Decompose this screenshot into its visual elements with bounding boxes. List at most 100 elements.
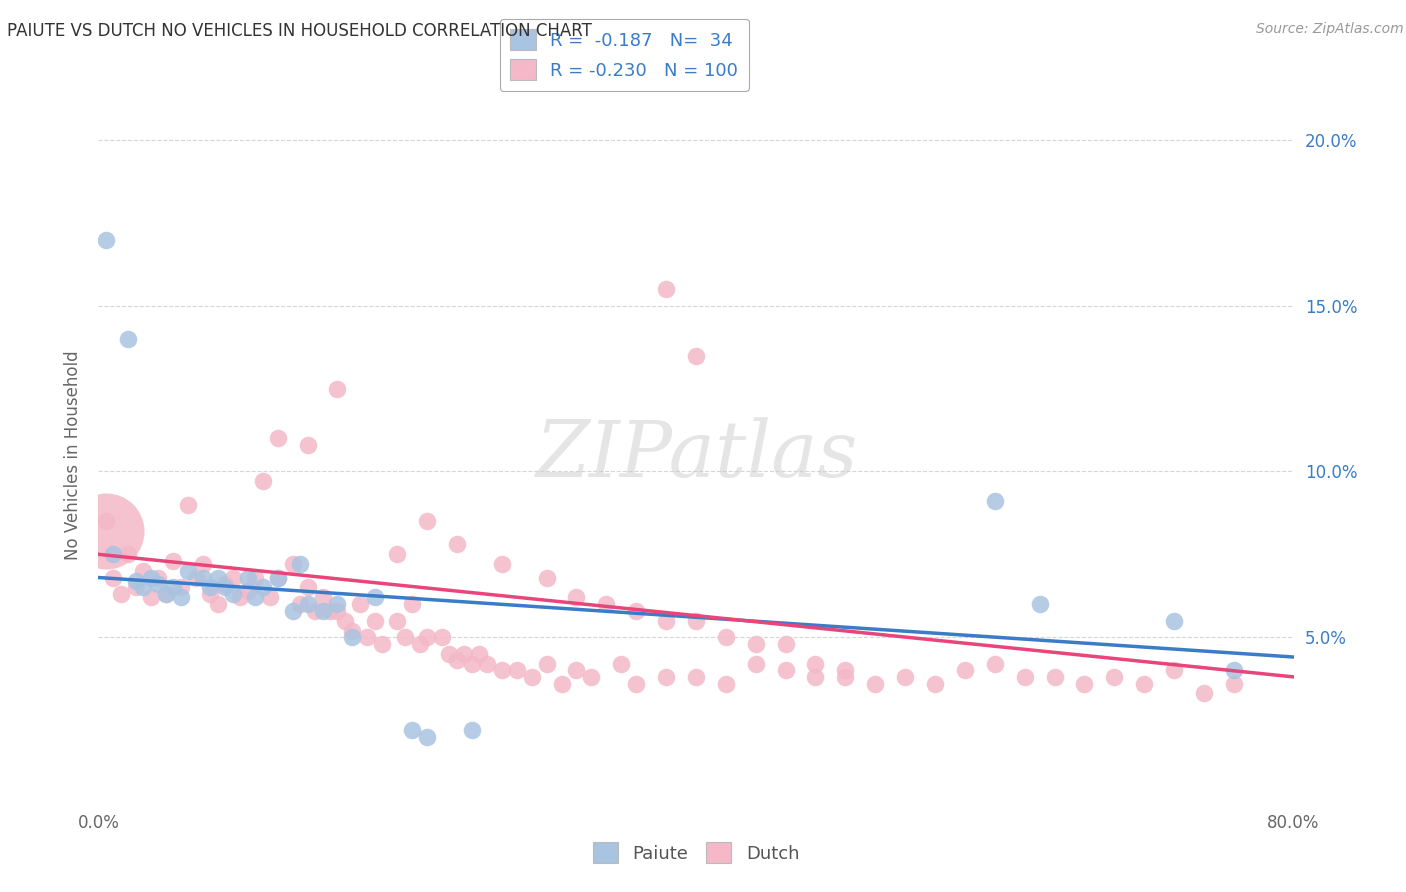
- Point: [1223, 676, 1246, 690]
- Point: [655, 282, 678, 296]
- Point: [924, 676, 946, 690]
- Point: [184, 570, 207, 584]
- Point: [520, 670, 543, 684]
- Point: [446, 653, 468, 667]
- Point: [565, 591, 588, 605]
- Point: [139, 591, 162, 605]
- Point: [565, 663, 588, 677]
- Point: [416, 630, 439, 644]
- Point: [430, 630, 453, 644]
- Point: [1163, 663, 1185, 677]
- Point: [775, 663, 797, 677]
- Point: [385, 614, 409, 628]
- Point: [745, 657, 768, 671]
- Point: [281, 558, 304, 572]
- Point: [1073, 676, 1095, 690]
- Point: [536, 657, 558, 671]
- Point: [461, 723, 484, 737]
- Point: [214, 577, 236, 591]
- Point: [311, 591, 333, 605]
- Point: [865, 676, 887, 690]
- Point: [267, 570, 290, 584]
- Point: [297, 581, 319, 595]
- Point: [550, 676, 572, 690]
- Point: [169, 591, 191, 605]
- Point: [222, 570, 245, 584]
- Point: [94, 514, 117, 528]
- Point: [804, 657, 827, 671]
- Point: [491, 558, 513, 572]
- Point: [177, 498, 200, 512]
- Point: [103, 570, 125, 584]
- Point: [297, 597, 319, 611]
- Text: Source: ZipAtlas.com: Source: ZipAtlas.com: [1256, 22, 1403, 37]
- Point: [319, 604, 342, 618]
- Point: [506, 663, 529, 677]
- Point: [245, 570, 267, 584]
- Point: [385, 547, 409, 561]
- Point: [1163, 614, 1185, 628]
- Point: [191, 570, 214, 584]
- Point: [207, 570, 229, 584]
- Point: [685, 670, 707, 684]
- Point: [1028, 597, 1050, 611]
- Point: [439, 647, 461, 661]
- Point: [349, 597, 371, 611]
- Point: [364, 591, 387, 605]
- Point: [148, 577, 170, 591]
- Point: [626, 604, 648, 618]
- Point: [94, 524, 117, 538]
- Text: PAIUTE VS DUTCH NO VEHICLES IN HOUSEHOLD CORRELATION CHART: PAIUTE VS DUTCH NO VEHICLES IN HOUSEHOLD…: [7, 22, 592, 40]
- Point: [94, 233, 117, 247]
- Point: [446, 537, 468, 551]
- Point: [207, 597, 229, 611]
- Point: [1043, 670, 1066, 684]
- Point: [394, 630, 416, 644]
- Point: [984, 494, 1007, 508]
- Point: [1223, 663, 1246, 677]
- Point: [267, 431, 290, 445]
- Point: [326, 604, 349, 618]
- Point: [804, 670, 827, 684]
- Point: [333, 614, 356, 628]
- Point: [236, 570, 259, 584]
- Point: [162, 581, 184, 595]
- Y-axis label: No Vehicles in Household: No Vehicles in Household: [65, 350, 83, 560]
- Point: [1104, 670, 1126, 684]
- Point: [468, 647, 491, 661]
- Point: [267, 570, 290, 584]
- Text: ZIPatlas: ZIPatlas: [534, 417, 858, 493]
- Point: [453, 647, 475, 661]
- Point: [342, 624, 364, 638]
- Point: [685, 614, 707, 628]
- Point: [169, 581, 191, 595]
- Point: [714, 630, 737, 644]
- Point: [371, 637, 394, 651]
- Point: [125, 581, 148, 595]
- Point: [200, 587, 222, 601]
- Point: [416, 730, 439, 744]
- Point: [117, 332, 139, 346]
- Point: [834, 670, 856, 684]
- Point: [714, 676, 737, 690]
- Point: [655, 670, 678, 684]
- Point: [191, 558, 214, 572]
- Point: [288, 597, 311, 611]
- Point: [401, 597, 423, 611]
- Point: [304, 604, 326, 618]
- Point: [408, 637, 430, 651]
- Point: [475, 657, 498, 671]
- Point: [125, 574, 148, 588]
- Point: [326, 382, 349, 396]
- Point: [326, 597, 349, 611]
- Point: [1192, 686, 1215, 700]
- Point: [281, 604, 304, 618]
- Point: [342, 630, 364, 644]
- Point: [416, 514, 439, 528]
- Point: [356, 630, 378, 644]
- Point: [461, 657, 484, 671]
- Point: [245, 591, 267, 605]
- Point: [685, 349, 707, 363]
- Point: [1133, 676, 1156, 690]
- Point: [200, 581, 222, 595]
